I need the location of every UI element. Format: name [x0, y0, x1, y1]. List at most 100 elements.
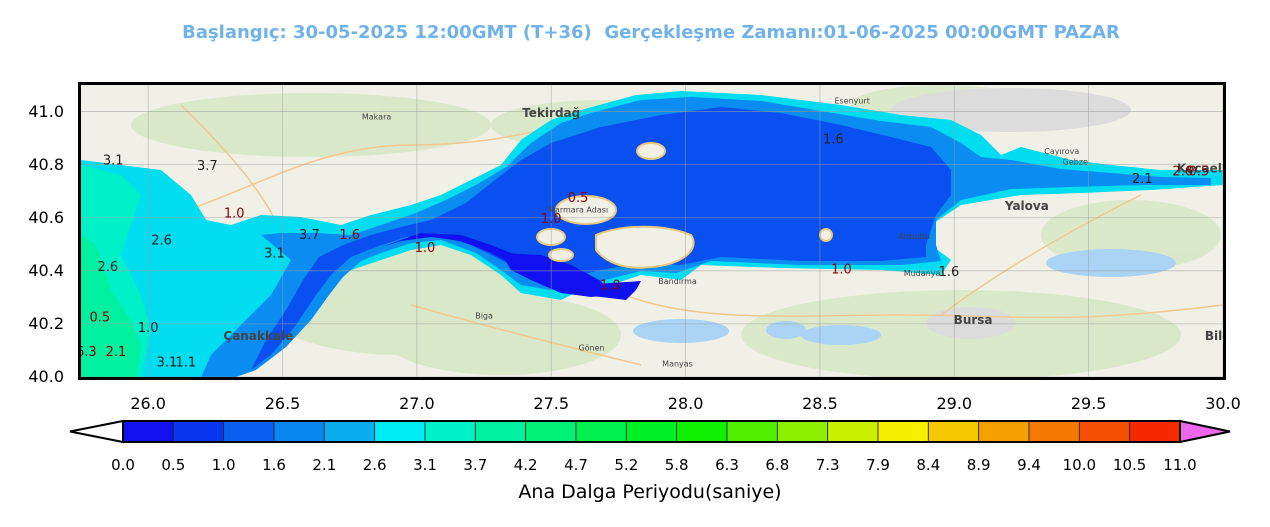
- colorbar-segment: [223, 420, 275, 443]
- colorbar-tick-label: 9.4: [1017, 456, 1041, 474]
- colorbar-tick-label: 10.0: [1062, 456, 1097, 474]
- colorbar-tick-label: 7.3: [815, 456, 840, 474]
- colorbar-tick-label: 2.6: [362, 456, 387, 474]
- place-label: Çayırova: [1044, 147, 1079, 156]
- x-tick-label: 29.5: [1070, 394, 1107, 413]
- colorbar-tick-label: 0.5: [161, 456, 186, 474]
- colorbar-tick-label: 2.1: [312, 456, 337, 474]
- colorbar-tick-label: 1.0: [211, 456, 236, 474]
- contour-label: 1.0: [600, 278, 621, 293]
- contour-label: 1.0: [138, 321, 159, 336]
- colorbar-title: Ana Dalga Periyodu(saniye): [518, 481, 782, 503]
- contour-label: 0.5: [1188, 164, 1209, 179]
- x-tick-label: 27.5: [533, 394, 570, 413]
- place-label: Esenyurt: [834, 97, 869, 106]
- y-tick-label: 40.2: [28, 313, 64, 333]
- x-tick-label: 28.5: [802, 394, 838, 413]
- colorbar-tick-label: 4.2: [513, 456, 538, 474]
- contour-label: 2.1: [106, 345, 127, 360]
- colorbar-tick-label: 5.8: [664, 456, 689, 474]
- place-label: Makara: [362, 113, 391, 122]
- place-label: Mudanya: [904, 269, 941, 278]
- colorbar: [69, 419, 1231, 444]
- colorbar-border: [122, 420, 1181, 443]
- colorbar-segment: [927, 420, 980, 443]
- colorbar-segment: [575, 420, 627, 443]
- place-label: Gönen: [578, 343, 604, 352]
- contour-label: 2.6: [151, 233, 172, 248]
- place-label: Marmara Adası: [548, 205, 608, 214]
- place-label: Gebze: [1063, 158, 1088, 167]
- y-tick-label: 41.0: [28, 101, 64, 121]
- contour-label: 3.7: [197, 159, 218, 174]
- place-labels: Tekirdağ Marmara Adası Bandırma Çanakkale Ya…: [223, 97, 1223, 369]
- map-title: Başlangıç: 30-05-2025 12:00GMT (T+36) Ge…: [182, 22, 1120, 43]
- colorbar-tick-label: 11.0: [1163, 456, 1197, 474]
- map-canvas: Tekirdağ Marmara Adası Bandırma Çanakkale Ya…: [81, 85, 1223, 377]
- y-tick-label: 40.4: [28, 260, 64, 280]
- y-tick-label: 40.8: [28, 154, 64, 174]
- colorbar-tick-label: 6.3: [715, 456, 739, 474]
- colorbar-tick-label: 0.0: [111, 456, 135, 474]
- colorbar-segment: [525, 420, 577, 443]
- colorbar-segment: [1078, 420, 1131, 443]
- islands: [536, 142, 833, 269]
- colorbar-segment: [978, 420, 1030, 443]
- colorbar-tick-label: 5.2: [614, 456, 639, 474]
- contour-label: 0.5: [89, 310, 110, 325]
- contour-label: 3.1: [157, 355, 178, 370]
- colorbar-segment: [273, 420, 325, 443]
- x-tick-label: 27.0: [399, 394, 435, 413]
- colorbar-segment: [424, 420, 476, 443]
- contour-label: 1.0: [541, 212, 562, 227]
- contour-label: 6.3: [81, 345, 97, 360]
- colorbar-segment: [172, 420, 225, 443]
- colorbar-over-arrow: [1179, 419, 1231, 444]
- place-label: Yalova: [1004, 199, 1049, 213]
- place-label: Tekirdağ: [522, 106, 580, 120]
- contour-label: 1.6: [339, 228, 360, 243]
- contour-label: 0.5: [568, 191, 589, 206]
- contour-label: 1.1: [175, 355, 196, 370]
- y-tick-label: 40.6: [28, 207, 64, 227]
- colorbar-tick-label: 8.4: [916, 456, 941, 474]
- colorbar-segment: [122, 420, 174, 443]
- sea-deep-south: [501, 253, 611, 297]
- colorbar-tick-label: 7.9: [866, 456, 890, 474]
- colorbar-segment: [1028, 420, 1080, 443]
- colorbar-tick-label: 8.9: [966, 456, 991, 474]
- colorbar-segment: [776, 420, 829, 443]
- contour-label: 1.0: [831, 262, 852, 277]
- colorbar-tick-label: 4.7: [564, 456, 588, 474]
- colorbar-segment: [323, 420, 376, 443]
- x-tick-label: 26.5: [264, 394, 301, 413]
- x-tick-label: 26.0: [130, 394, 166, 413]
- lakes: [633, 249, 1176, 345]
- x-tick-label: 29.0: [936, 394, 973, 413]
- colorbar-segment: [676, 420, 728, 443]
- contour-label: 2.6: [1172, 164, 1193, 179]
- colorbar-segment: [1129, 420, 1181, 443]
- colorbar-tick-label: 1.6: [262, 456, 286, 474]
- colorbar-segment: [726, 420, 778, 443]
- place-label: Bandırma: [658, 277, 697, 286]
- colorbar-segment: [625, 420, 678, 443]
- y-tick-label: 40.0: [28, 367, 64, 386]
- map-panel[interactable]: Tekirdağ Marmara Adası Bandırma Çanakkale Ya…: [78, 82, 1226, 380]
- place-label: Manyas: [662, 359, 693, 368]
- place-label: Bile: [1205, 329, 1223, 343]
- sea-deep: [381, 233, 641, 300]
- contour-label: 1.6: [939, 265, 960, 280]
- colorbar-segment: [877, 420, 929, 443]
- contour-label: 3.7: [299, 228, 320, 243]
- contour-label: 2.1: [1132, 172, 1153, 187]
- map-grid: [81, 85, 1223, 377]
- contour-label: 3.1: [103, 154, 124, 169]
- contour-label: 2.6: [98, 260, 119, 275]
- place-label: Biga: [475, 312, 493, 321]
- colorbar-tick-label: 6.8: [765, 456, 790, 474]
- contour-label: 1.6: [823, 132, 844, 147]
- place-label: Armutlu: [898, 232, 930, 241]
- x-tick-label: 30.0: [1205, 394, 1241, 413]
- place-label: Bursa: [954, 313, 993, 327]
